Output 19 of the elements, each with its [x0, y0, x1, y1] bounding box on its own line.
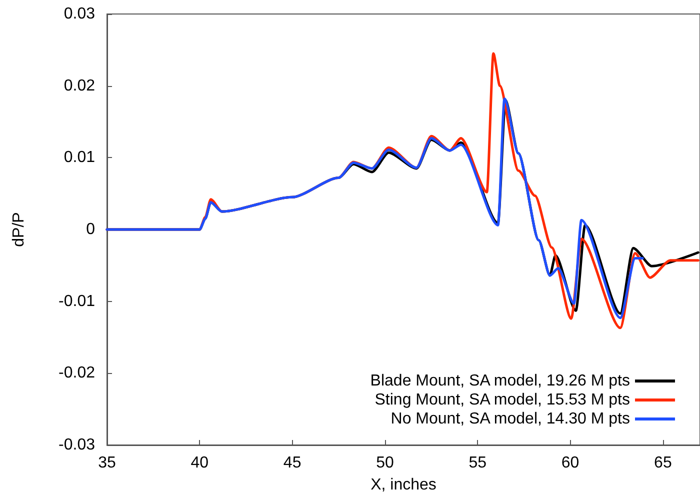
y-tick-label: 0 [86, 221, 96, 238]
x-tick-label: 50 [376, 454, 394, 472]
x-axis-title: X, inches [370, 476, 436, 494]
x-tick-label: 65 [654, 454, 672, 472]
legend-label: No Mount, SA model, 14.30 M pts [390, 410, 630, 428]
x-tick-label: 55 [468, 454, 487, 472]
legend-label: Blade Mount, SA model, 19.26 M pts [370, 372, 630, 390]
y-tick-label: -0.02 [58, 364, 96, 382]
legend-label: Sting Mount, SA model, 15.53 M pts [374, 392, 630, 408]
x-tick-label: 60 [561, 454, 580, 472]
x-tick-label: 40 [190, 454, 209, 472]
x-tick-label: 45 [283, 454, 302, 472]
x-tick-label: 35 [98, 454, 116, 472]
y-tick-label: 0.02 [64, 77, 96, 94]
y-tick-label: -0.03 [58, 436, 96, 454]
y-tick-label: 0.01 [64, 149, 96, 166]
y-axis-title: dP/P [10, 212, 28, 247]
y-tick-label: 0.03 [64, 6, 96, 22]
y-tick-label: -0.01 [58, 292, 96, 310]
